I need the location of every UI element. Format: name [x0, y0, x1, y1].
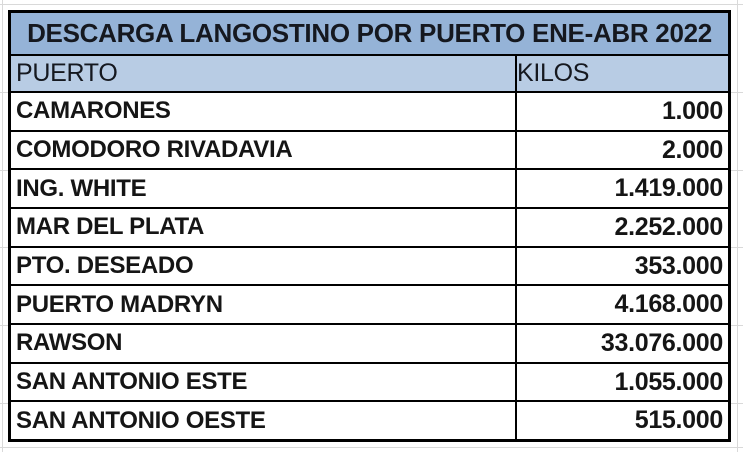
kilos-value: 2.000: [661, 135, 723, 164]
table-title: DESCARGA LANGOSTINO POR PUERTO ENE-ABR 2…: [27, 18, 712, 48]
port-name: SAN ANTONIO OESTE: [16, 406, 266, 434]
kilos-cell[interactable]: 4.168.000: [517, 286, 728, 323]
kilos-value: 1.419.000: [614, 174, 723, 203]
port-name: MAR DEL PLATA: [16, 213, 205, 241]
kilos-cell[interactable]: 2.252.000: [517, 209, 728, 246]
kilos-value: 2.252.000: [614, 212, 723, 241]
kilos-cell[interactable]: 2.000: [517, 132, 728, 169]
column-header-puerto: PUERTO: [16, 59, 118, 87]
table-row: SAN ANTONIO OESTE 515.000: [11, 402, 728, 440]
port-cell[interactable]: MAR DEL PLATA: [11, 209, 517, 246]
kilos-value: 353.000: [634, 251, 724, 280]
port-cell[interactable]: PUERTO MADRYN: [11, 286, 517, 324]
kilos-value: 1.055.000: [614, 367, 723, 396]
port-cell[interactable]: COMODORO RIVADAVIA: [11, 131, 517, 169]
gridline: [2, 0, 3, 452]
gridline: [737, 0, 738, 452]
table-row: CAMARONES 1.000: [11, 93, 728, 132]
table-title-cell[interactable]: DESCARGA LANGOSTINO POR PUERTO ENE-ABR 2…: [11, 13, 728, 56]
kilos-value: 33.076.000: [600, 328, 723, 357]
gridline: [0, 447, 743, 448]
langostino-table: DESCARGA LANGOSTINO POR PUERTO ENE-ABR 2…: [8, 10, 731, 442]
table-row: PUERTO MADRYN 4.168.000: [11, 286, 728, 326]
port-name: SAN ANTONIO ESTE: [16, 368, 248, 396]
port-cell[interactable]: ING. WHITE: [11, 170, 517, 208]
table-row: COMODORO RIVADAVIA 2.000: [11, 131, 728, 171]
gridline: [0, 4, 743, 5]
port-name: ING. WHITE: [16, 174, 147, 202]
port-name: CAMARONES: [16, 97, 171, 125]
kilos-value: 1.000: [661, 96, 723, 125]
port-cell[interactable]: SAN ANTONIO ESTE: [11, 363, 517, 401]
port-name: PUERTO MADRYN: [16, 290, 223, 318]
kilos-value: 515.000: [634, 406, 724, 435]
header-row: PUERTO KILOS: [11, 56, 728, 93]
port-name: PTO. DESEADO: [16, 252, 194, 280]
port-name: COMODORO RIVADAVIA: [16, 136, 293, 163]
table-row: MAR DEL PLATA 2.252.000: [11, 209, 728, 248]
column-header-kilos: KILOS: [517, 59, 590, 87]
port-cell[interactable]: PTO. DESEADO: [11, 247, 517, 285]
kilos-cell[interactable]: 1.055.000: [517, 364, 728, 401]
header-cell-puerto[interactable]: PUERTO: [11, 56, 517, 91]
table-row: SAN ANTONIO ESTE 1.055.000: [11, 363, 728, 403]
table-row: PTO. DESEADO 353.000: [11, 247, 728, 287]
table-row: RAWSON 33.076.000: [11, 325, 728, 364]
kilos-value: 4.168.000: [614, 290, 723, 319]
port-cell[interactable]: SAN ANTONIO OESTE: [11, 402, 517, 440]
kilos-cell[interactable]: 515.000: [517, 402, 728, 439]
kilos-cell[interactable]: 1.419.000: [517, 170, 728, 207]
table-row: ING. WHITE 1.419.000: [11, 170, 728, 210]
port-name: RAWSON: [16, 329, 123, 357]
header-cell-kilos[interactable]: KILOS: [517, 56, 728, 91]
port-cell[interactable]: CAMARONES: [11, 93, 517, 130]
kilos-cell[interactable]: 33.076.000: [517, 325, 728, 362]
kilos-cell[interactable]: 1.000: [517, 93, 728, 130]
port-cell[interactable]: RAWSON: [11, 325, 517, 362]
kilos-cell[interactable]: 353.000: [517, 248, 728, 285]
